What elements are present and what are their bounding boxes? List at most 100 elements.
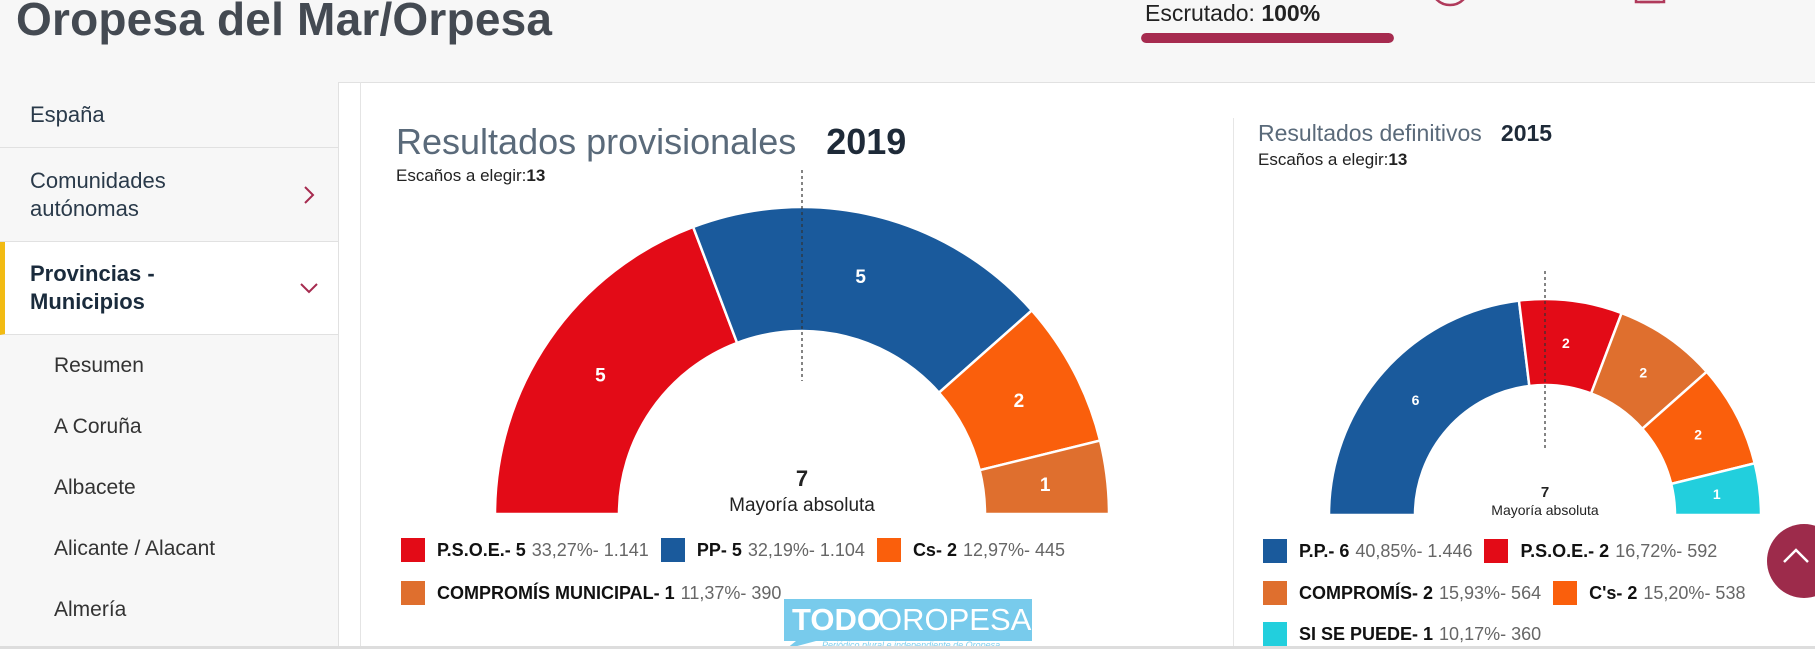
sidebar-subitem-label: Almería — [54, 597, 127, 621]
legend-party-stats: 33,27%- 1.141 — [531, 539, 649, 560]
sidebar-subitem-label: A Coruña — [54, 414, 142, 438]
seat-segment-pp[interactable] — [691, 205, 1034, 395]
chevron-down-icon — [300, 283, 318, 294]
results-2015-title-text: Resultados definitivos — [1258, 120, 1482, 146]
scrutiny-label: Escrutado: — [1145, 0, 1255, 26]
bottom-scrollbar-track[interactable] — [0, 646, 1815, 649]
seat-count-label: 1 — [1040, 475, 1051, 496]
legend-party-name: P.P.- 6 — [1299, 540, 1350, 561]
legend-item-cs-2: Cs- 2 12,97%- 445 — [876, 538, 1066, 562]
svg-text:OROPESA: OROPESA — [878, 602, 1032, 637]
legend-swatch — [401, 538, 425, 562]
sidebar: España Comunidades autónomas Provincias … — [0, 82, 339, 649]
legend-party-stats: 10,17%- 360 — [1439, 623, 1542, 644]
legend-item-compromis-2: COMPROMÍS- 2 15,93%- 564 — [1263, 581, 1541, 605]
legend-item-p-s-o-e-2: P.S.O.E.- 2 16,72%- 592 — [1484, 539, 1717, 563]
sidebar-subitem-label: Resumen — [54, 353, 144, 377]
clock-icon[interactable] — [1430, 0, 1470, 8]
legend-party-stats: 32,19%- 1.104 — [747, 539, 865, 560]
legend-party-name: COMPROMÍS MUNICIPAL- 1 — [437, 582, 675, 603]
page-title: Oropesa del Mar/Orpesa — [16, 0, 553, 45]
sidebar-item-label: España — [30, 101, 105, 127]
seat-count-label: 5 — [855, 267, 866, 288]
seat-count-label: 5 — [595, 365, 606, 386]
seats-label: Escaños a elegir: — [396, 166, 527, 185]
results-2019-seats: Escaños a elegir:13 — [396, 166, 545, 186]
seat-count-label: 2 — [1639, 365, 1647, 381]
majority-label: Mayoría absoluta — [1491, 502, 1599, 518]
sidebar-subitem-label: Albacete — [54, 475, 136, 499]
legend-party-stats: 15,93%- 564 — [1439, 582, 1542, 603]
scrutiny-progress-bar — [1141, 33, 1394, 43]
seat-count-label: 2 — [1694, 427, 1702, 443]
majority-value: 7 — [1541, 484, 1549, 501]
legend-swatch — [1263, 581, 1287, 605]
legend-swatch — [1553, 581, 1578, 605]
legend-2015-row-3: SI SE PUEDE- 1 10,17%- 360 — [1263, 622, 1553, 646]
todooropesa-logo: TODO OROPESA Periódico plural e independ… — [784, 599, 1032, 649]
sidebar-subitem-label: Alicante / Alacant — [54, 536, 216, 560]
legend-2019-row-2: COMPROMÍS MUNICIPAL- 1 11,37%- 390 — [401, 581, 793, 605]
legend-item-c-s-2: C's- 2 15,20%- 538 — [1553, 581, 1745, 605]
seat-segment-si-se-puede[interactable] — [1669, 461, 1763, 517]
scrutiny-progress-fill — [1141, 33, 1394, 43]
scrutiny-value: 100% — [1261, 0, 1321, 26]
results-2015-year: 2015 — [1500, 120, 1553, 146]
chevron-right-icon — [304, 185, 315, 204]
legend-swatch — [1484, 539, 1509, 563]
legend-party-name: P.S.O.E.- 2 — [1520, 540, 1610, 561]
svg-text:Periódico plural e independien: Periódico plural e independiente de Orop… — [822, 640, 1000, 649]
legend-party-name: COMPROMÍS- 2 — [1299, 582, 1434, 603]
page-header: Oropesa del Mar/Orpesa Escrutado: 100% — [0, 0, 1815, 83]
seat-count-label: 6 — [1412, 392, 1420, 408]
sidebar-item-provincias[interactable]: Provincias - Municipios — [0, 242, 338, 335]
sidebar-subitem-almeria[interactable]: Almería — [0, 579, 338, 640]
legend-party-name: C's- 2 — [1589, 582, 1638, 603]
seats-value: 13 — [1388, 150, 1408, 169]
chevron-up-icon — [1783, 548, 1809, 563]
legend-party-name: SI SE PUEDE- 1 — [1299, 623, 1434, 644]
legend-2015-row-1: P.P.- 6 40,85%- 1.446 P.S.O.E.- 2 16,72%- 5… — [1263, 539, 1729, 563]
svg-text:TODO: TODO — [792, 602, 881, 637]
legend-swatch — [401, 581, 425, 605]
sidebar-item-label: Provincias - Municipios — [30, 261, 155, 314]
sidebar-item-espana[interactable]: España — [0, 82, 338, 148]
legend-2019-row-1: P.S.O.E.- 5 33,27%- 1.141 PP- 5 32,19%- 1.1… — [401, 538, 1077, 562]
sidebar-subitem-alicante[interactable]: Alicante / Alacant — [0, 518, 338, 579]
legend-swatch — [1263, 622, 1287, 646]
sidebar-subitem-resumen[interactable]: Resumen — [0, 335, 338, 396]
legend-party-stats: 12,97%- 445 — [962, 539, 1066, 560]
legend-item-pp-5: PP- 5 32,19%- 1.104 — [660, 538, 865, 562]
sidebar-subitem-albacete[interactable]: Albacete — [0, 457, 338, 518]
legend-swatch — [1263, 539, 1287, 563]
results-2015-seats: Escaños a elegir:13 — [1258, 150, 1407, 170]
legend-2015-row-2: COMPROMÍS- 2 15,93%- 564 C's- 2 15,20%- 538 — [1263, 581, 1757, 605]
hemicycle-chart-2019: 5 5 2 1 7 Mayoría absoluta — [493, 170, 1111, 516]
seat-count-label: 2 — [1014, 391, 1025, 412]
seat-segment-compromis-municipal[interactable] — [978, 439, 1111, 516]
results-2019-year: 2019 — [826, 121, 907, 162]
majority-label: Mayoría absoluta — [729, 495, 875, 516]
legend-item-si-se-puede-1: SI SE PUEDE- 1 10,17%- 360 — [1263, 622, 1541, 646]
seat-segment-p-s-o-e[interactable] — [493, 225, 739, 516]
seats-value: 13 — [526, 166, 546, 185]
results-2019-title-text: Resultados provisionales — [396, 121, 797, 162]
legend-party-name: Cs- 2 — [912, 539, 957, 560]
legend-party-name: P.S.O.E.- 5 — [437, 539, 526, 560]
legend-item-p-p-6: P.P.- 6 40,85%- 1.446 — [1263, 539, 1472, 563]
results-panel — [360, 82, 1815, 649]
seat-segment-p-p[interactable] — [1327, 299, 1531, 517]
seats-label: Escaños a elegir: — [1258, 150, 1389, 169]
legend-swatch — [660, 538, 685, 562]
sidebar-subitem-a-coruna[interactable]: A Coruña — [0, 396, 338, 457]
sidebar-item-comunidades[interactable]: Comunidades autónomas — [0, 148, 338, 242]
legend-party-stats: 15,20%- 538 — [1643, 582, 1746, 603]
scrutiny-status: Escrutado: 100% — [1145, 0, 1320, 27]
seat-count-label: 1 — [1713, 486, 1721, 502]
print-icon[interactable] — [1630, 0, 1670, 8]
legend-party-stats: 40,85%- 1.446 — [1355, 540, 1473, 561]
legend-party-name: PP- 5 — [696, 539, 742, 560]
majority-value: 7 — [796, 466, 808, 491]
results-2015-title: Resultados definitivos 2015 — [1258, 120, 1552, 147]
